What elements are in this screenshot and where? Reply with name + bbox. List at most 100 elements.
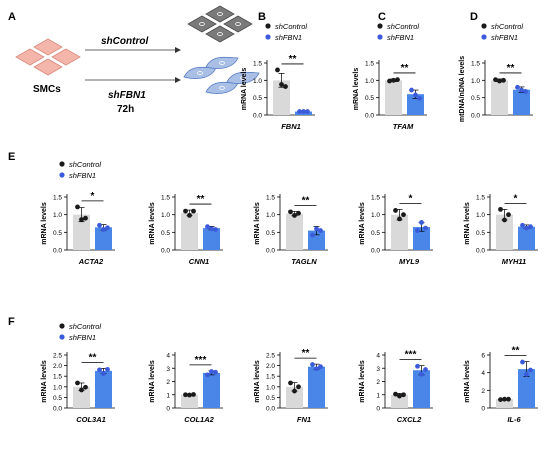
data-point [205,224,210,230]
data-point [283,84,288,89]
data-point [314,226,319,232]
data-point [297,109,302,114]
data-point [397,216,402,222]
data-point [318,364,323,370]
data-point [79,217,84,223]
data-point [105,367,110,372]
legend-label-treatment: shFBN1 [69,333,96,342]
chart-cxcl2: 0 1 2 3 4 mRNA levels *** CXCL2 [359,350,433,424]
bar-control [73,214,90,250]
legend-c: shControl shFBN1 [377,22,419,42]
legend-label-treatment: shFBN1 [69,171,96,180]
data-point [292,388,297,394]
y-tick-label: 3 [376,366,380,373]
significance-marker: * [409,193,413,204]
y-tick-label: 1 [166,392,170,399]
significance-marker: *** [405,350,417,361]
knockdown-cell [183,66,217,79]
legend-label-treatment: shFBN1 [387,33,414,42]
y-tick-label: 1.0 [371,212,380,219]
data-point [415,363,420,369]
y-axis-label: mRNA levels [41,360,48,403]
legend-label-control: shControl [69,160,101,169]
chart-myl9: 0.0 0.5 1.0 1.5 mRNA levels * MYL9 [359,193,433,266]
y-axis-label: mRNA levels [254,360,261,403]
y-tick-label: 0 [376,406,380,413]
bar-control [273,80,290,115]
knockdown-cell-nucleus [197,71,203,75]
legend-d: shControl shFBN1 [481,22,523,42]
y-tick-label: 0 [481,406,485,413]
y-tick-label: 3 [166,366,170,373]
y-tick-label: 1.0 [365,78,374,85]
y-tick-label: 0.0 [476,248,485,255]
legend-marker-control [265,23,271,29]
significance-marker: ** [512,346,520,357]
chart-tagln: 0.0 0.5 1.0 1.5 mRNA levels ** TAGLN [254,194,328,266]
knockdown-cell-nucleus [219,86,225,90]
y-axis-label: mRNA levels [41,202,48,245]
legend-marker-control [377,23,383,29]
significance-marker: ** [507,63,515,74]
data-point [191,208,196,214]
data-point [187,392,192,398]
y-tick-label: 1.5 [365,61,374,68]
data-point [409,87,414,93]
data-point [209,226,214,232]
chart-col1a2: 0 1 2 3 4 mRNA levels *** COL1A2 [149,352,223,424]
y-tick-label: 2 [376,379,380,386]
arrow-bottom-label: shFBN1 [108,90,146,101]
y-tick-label: 0.0 [53,406,62,413]
data-point [524,372,529,377]
data-point [292,212,297,218]
y-tick-label: 4 [166,353,170,360]
data-point [501,77,506,83]
data-point [493,77,498,83]
bar-treatment [308,366,325,408]
gene-label: COL3A1 [76,415,106,424]
data-point [205,372,210,378]
y-tick-label: 1.0 [253,78,262,85]
y-axis-label: mRNA levels [353,68,360,111]
gene-label: FN1 [297,415,311,424]
legend-label-treatment: shFBN1 [275,33,302,42]
y-tick-label: 0.0 [266,248,275,255]
significance-marker: ** [401,63,409,74]
arrow-bottom-head [175,77,181,83]
y-tick-label: 0.5 [371,230,380,237]
y-axis-label: mRNA levels [359,202,366,245]
y-tick-label: 2.5 [266,353,275,360]
y-tick-label: 0.0 [253,113,262,120]
control-cell [223,15,253,33]
knockdown-cell-nucleus [219,61,225,65]
chart-il-6: 0 2 4 6 mRNA levels ** IL-6 [464,346,538,424]
chart-mtdna: D 0.0 0.5 1.0 1.5 mtDNA/nDNA levels ** [459,11,533,122]
bar-treatment [95,227,112,250]
y-tick-label: 1.5 [266,195,275,202]
legend-marker-treatment [377,34,383,40]
significance-marker: ** [289,54,297,65]
data-point [393,208,398,213]
data-point [288,380,293,386]
y-tick-label: 0.0 [471,113,480,120]
gene-label: CNN1 [189,257,209,266]
gene-label: TFAM [393,122,414,131]
y-tick-label: 1.5 [266,374,275,381]
y-tick-label: 1.0 [53,384,62,391]
data-point [506,212,511,218]
bar-treatment [203,228,220,250]
panel-label: E [8,151,15,163]
legend-label-control: shControl [387,22,419,31]
significance-marker: ** [302,195,310,206]
knockdown-cell [205,56,239,69]
smc-cell [33,38,63,56]
data-point [191,392,196,397]
data-point [506,396,511,402]
control-cell [187,15,217,33]
data-point [419,371,424,377]
data-point [497,78,502,84]
data-point [183,208,188,214]
data-point [101,371,106,377]
y-tick-label: 2.0 [266,363,275,370]
data-point [520,222,525,228]
